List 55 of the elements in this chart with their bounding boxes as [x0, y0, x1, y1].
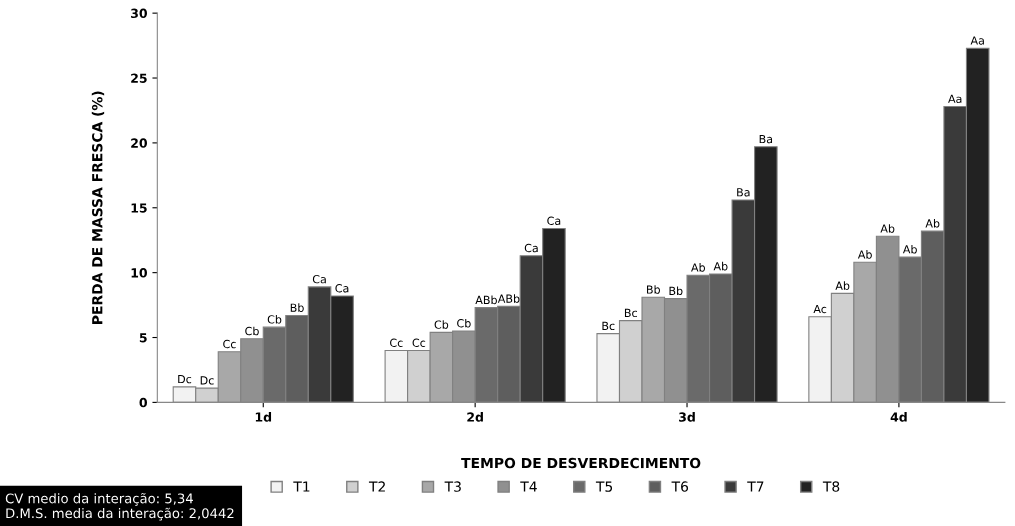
x-tick-label: 1d: [255, 412, 272, 422]
data-label: ABb: [497, 294, 520, 303]
data-label: Cb: [245, 326, 259, 336]
y-axis-title: PERDA DE MASSA FRESCA (%): [91, 91, 105, 324]
data-label: Ca: [524, 243, 538, 253]
data-label: Ab: [902, 244, 917, 254]
data-label: Ba: [737, 188, 750, 197]
data-label: Cc: [223, 339, 236, 349]
data-label: Bb: [290, 303, 304, 312]
legend-label: T5: [595, 481, 613, 492]
data-label: Bb: [669, 286, 683, 296]
legend-label: T8: [822, 481, 840, 492]
data-label: Bc: [624, 308, 637, 318]
x-tick-label: 4d: [890, 412, 907, 422]
y-tick-label: 10: [131, 268, 148, 278]
y-tick-label: 25: [131, 73, 147, 83]
legend-label: T7: [747, 481, 764, 492]
data-label: Ab: [925, 218, 940, 228]
data-label: Cc: [390, 338, 403, 347]
legend-label: T1: [293, 481, 310, 492]
data-label: Ca: [312, 274, 326, 284]
legend-label: T2: [368, 481, 385, 492]
legend-label: T3: [444, 481, 461, 492]
data-label: Dc: [200, 376, 214, 385]
data-label: Ca: [335, 284, 349, 293]
data-label: Ab: [857, 250, 872, 259]
data-label: Ac: [813, 304, 827, 314]
data-label: Ab: [691, 263, 705, 272]
y-tick-label: 5: [139, 333, 147, 343]
text: D.M.S. media da interação: 2,0442: [6, 507, 234, 521]
data-label: Cb: [434, 320, 449, 329]
legend-label: T4: [520, 481, 537, 492]
data-label: Ba: [759, 134, 773, 144]
y-tick-label: 0: [139, 397, 148, 408]
data-label: Dc: [178, 375, 192, 384]
y-tick-label: 20: [131, 138, 148, 148]
y-tick-label: 15: [131, 203, 147, 213]
y-tick-label: 30: [131, 8, 148, 19]
data-label: Ca: [547, 216, 561, 225]
x-tick-label: 3d: [679, 412, 695, 422]
data-label: Bb: [647, 285, 660, 294]
x-axis-title: TEMPO DE DESVERDECIMENTO: [461, 457, 701, 469]
data-label: Ab: [880, 224, 895, 233]
data-label: Aa: [948, 94, 962, 104]
data-label: Aa: [970, 36, 984, 45]
data-label: Ab: [713, 261, 728, 271]
data-label: Ab: [835, 281, 850, 290]
text: CV medio da interação: 5,34: [5, 492, 193, 506]
legend-label: T6: [671, 481, 689, 492]
data-label: Cb: [457, 318, 471, 328]
data-label: Cc: [412, 338, 426, 347]
data-label: ABb: [475, 295, 497, 305]
x-tick-label: 2d: [467, 412, 483, 422]
data-label: Cb: [267, 314, 282, 324]
data-label: Bc: [602, 321, 615, 331]
